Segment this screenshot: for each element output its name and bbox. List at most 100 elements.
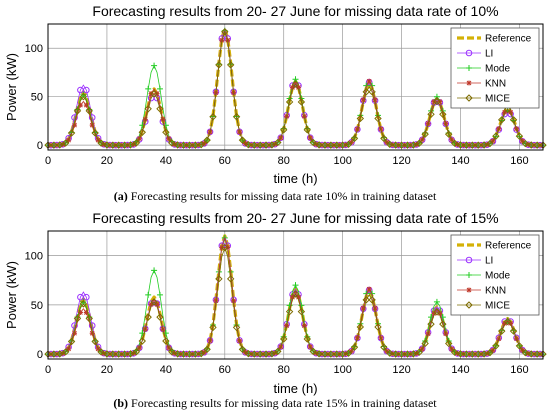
data-point-li [83, 293, 90, 301]
data-point-mice [250, 141, 258, 149]
data-point-mice [533, 350, 541, 358]
x-tick-label: 80 [278, 155, 290, 167]
series-line-mice [48, 30, 543, 146]
data-point-mice [374, 114, 382, 123]
data-point-mice [403, 350, 412, 358]
data-point-knn [89, 122, 95, 128]
data-point-mice [415, 139, 423, 147]
data-point-mice [362, 296, 370, 304]
legend: Reference LI Mode KNN MICE [450, 234, 540, 316]
data-point-mice [97, 139, 105, 147]
data-point-knn [443, 120, 449, 126]
data-point-li [377, 126, 385, 133]
data-point-knn [508, 320, 514, 326]
plot-frame [47, 230, 544, 360]
data-point-mice [421, 339, 429, 348]
data-point-mice [480, 141, 488, 149]
legend-label-li: LI [485, 256, 493, 267]
data-point-knn [502, 320, 508, 326]
data-point-mice [468, 141, 476, 149]
data-point-mice [303, 335, 311, 343]
data-point-mice [280, 126, 288, 134]
data-point-knn [72, 330, 78, 336]
data-point-mice [50, 141, 58, 149]
data-point-knn [366, 78, 372, 84]
data-point-mice [115, 141, 123, 149]
series-markers-mice [44, 244, 547, 358]
data-point-mice [274, 347, 282, 356]
y-tick-label: 50 [31, 300, 43, 312]
data-point-mice [350, 134, 359, 143]
data-point-mice [374, 323, 382, 331]
data-point-mice [150, 298, 158, 306]
data-point-mice [515, 342, 524, 350]
data-point-mice [56, 350, 64, 358]
data-point-mice [297, 307, 306, 316]
data-point-mice [226, 275, 235, 283]
data-point-mice [126, 141, 135, 149]
data-point-mice [474, 141, 482, 149]
data-point-mice [315, 141, 323, 149]
data-point-mode [151, 62, 158, 69]
data-point-mice [79, 92, 88, 101]
data-point-mice [456, 350, 465, 358]
data-point-mice [433, 97, 441, 106]
data-point-mice [238, 345, 247, 354]
data-point-mice [244, 349, 253, 358]
data-point-mice [468, 350, 476, 358]
data-point-mice [67, 129, 76, 137]
data-point-mode [156, 85, 163, 92]
x-tick-label: 40 [160, 155, 172, 167]
legend-label-li: LI [485, 49, 493, 60]
y-axis-label: Power (kW) [4, 53, 19, 121]
data-point-mice [50, 350, 58, 358]
data-point-li [206, 337, 214, 344]
x-tick-label: 100 [333, 155, 351, 167]
data-point-li [306, 134, 314, 141]
figure-panel-a: Forecasting results from 20- 27 June for… [0, 0, 550, 206]
data-point-mice [144, 105, 152, 113]
data-point-mice [126, 350, 135, 358]
data-point-mice [185, 141, 194, 149]
data-point-mice [309, 347, 317, 356]
data-point-mice [480, 350, 488, 358]
data-point-mice [115, 350, 123, 358]
data-point-mice [244, 140, 253, 149]
data-point-mice [433, 308, 441, 316]
data-point-mice [303, 126, 311, 134]
data-point-mice [291, 290, 300, 298]
data-point-mice [203, 345, 211, 354]
data-point-mice [427, 110, 435, 119]
data-point-mice [450, 139, 459, 147]
data-point-mice [439, 110, 447, 119]
data-point-mice [315, 350, 323, 358]
chart-a: Forecasting results from 20- 27 June for… [4, 3, 547, 186]
x-tick-label: 20 [101, 155, 113, 167]
data-point-mice [209, 113, 217, 121]
data-point-mice [85, 107, 93, 115]
data-point-knn [148, 301, 154, 307]
data-point-mice [79, 300, 88, 308]
data-point-knn [372, 97, 378, 103]
data-point-mice [203, 136, 211, 144]
data-point-li [354, 126, 361, 133]
legend-marker-mode [466, 272, 472, 278]
data-point-mice [397, 141, 406, 149]
data-point-mice [109, 141, 117, 149]
data-point-mice [492, 342, 500, 350]
data-point-mice [238, 136, 247, 144]
data-point-li [236, 337, 243, 344]
data-point-mice [386, 140, 394, 149]
data-point-mice [226, 61, 235, 69]
data-point-mice [356, 114, 365, 123]
data-point-mice [450, 348, 459, 356]
data-point-knn [231, 298, 237, 304]
data-point-mice [515, 132, 524, 140]
y-axis-label: Power (kW) [4, 261, 19, 329]
data-point-mice [173, 350, 182, 358]
data-point-mice [403, 141, 412, 149]
x-tick-label: 120 [392, 364, 410, 376]
legend-label-mice: MICE [485, 301, 510, 312]
data-point-mice [285, 307, 294, 316]
data-point-mice [327, 141, 335, 149]
